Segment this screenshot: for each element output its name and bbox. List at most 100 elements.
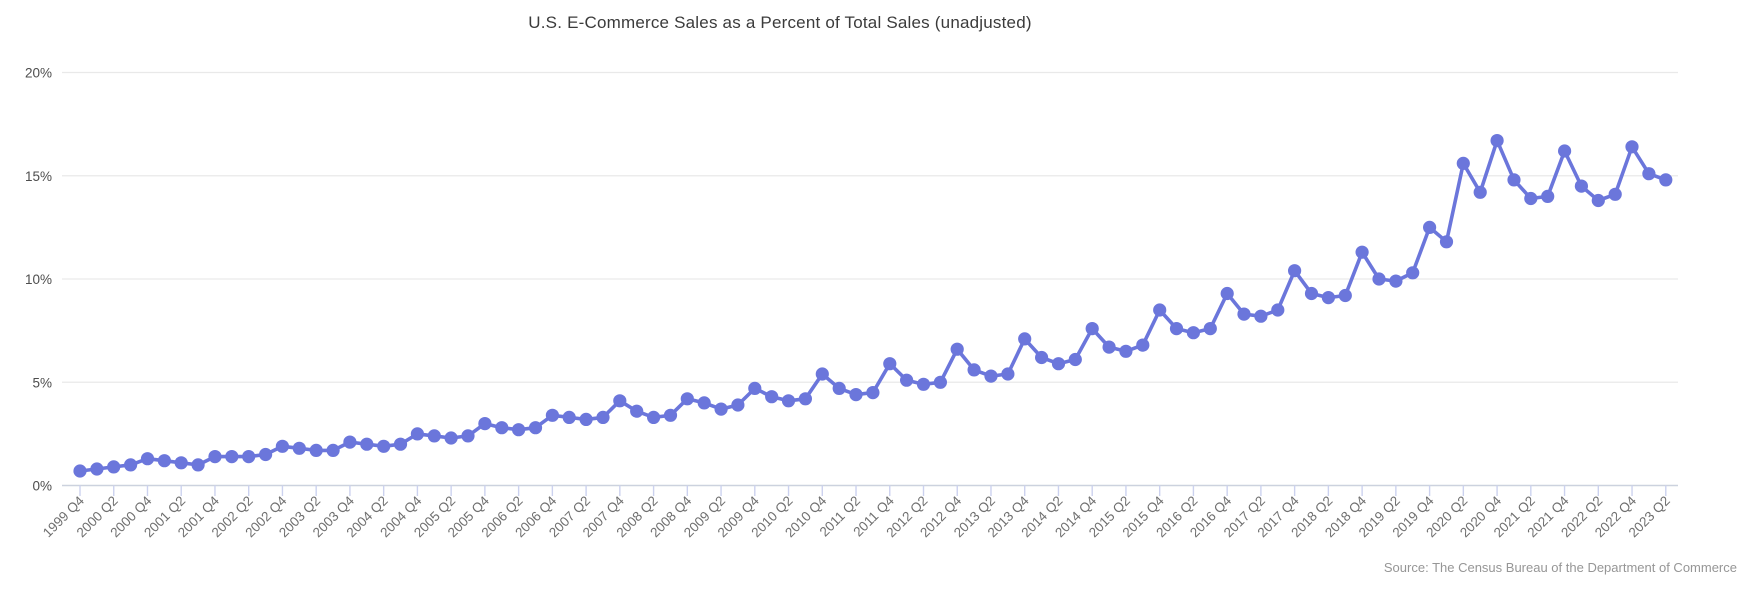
data-point[interactable]: [1288, 264, 1302, 278]
data-point[interactable]: [1439, 235, 1454, 249]
data-point[interactable]: [1338, 288, 1352, 303]
data-point[interactable]: [377, 439, 391, 453]
data-point[interactable]: [225, 450, 239, 464]
data-point[interactable]: [933, 375, 948, 389]
data-point[interactable]: [259, 447, 273, 462]
data-point[interactable]: [663, 408, 678, 422]
data-point[interactable]: [1473, 185, 1487, 199]
data-point[interactable]: [191, 458, 205, 472]
data-point[interactable]: [1203, 322, 1217, 336]
data-point[interactable]: [748, 381, 762, 395]
data-point[interactable]: [1254, 309, 1268, 323]
data-point[interactable]: [73, 464, 87, 478]
data-point[interactable]: [1372, 272, 1386, 286]
data-point[interactable]: [1524, 191, 1538, 206]
data-point[interactable]: [90, 462, 104, 476]
data-point[interactable]: [1068, 352, 1082, 367]
data-point[interactable]: [714, 402, 728, 416]
data-point[interactable]: [1186, 326, 1200, 340]
data-point[interactable]: [1558, 144, 1572, 158]
data-point[interactable]: [208, 450, 222, 464]
data-point[interactable]: [1507, 173, 1521, 187]
data-point[interactable]: [883, 357, 897, 371]
data-point[interactable]: [1608, 187, 1622, 201]
data-point[interactable]: [1085, 322, 1099, 336]
data-point[interactable]: [596, 410, 610, 424]
data-point[interactable]: [1406, 266, 1420, 280]
y-axis-label: 15%: [25, 169, 52, 184]
data-point[interactable]: [1389, 274, 1403, 288]
data-point[interactable]: [630, 404, 644, 418]
data-point[interactable]: [528, 421, 543, 435]
data-point[interactable]: [815, 367, 829, 381]
data-point[interactable]: [511, 423, 526, 437]
data-point[interactable]: [107, 460, 121, 474]
data-point[interactable]: [900, 373, 914, 387]
data-point[interactable]: [798, 392, 813, 406]
data-point[interactable]: [292, 441, 306, 455]
data-point[interactable]: [680, 392, 694, 406]
data-point[interactable]: [360, 437, 374, 451]
data-point[interactable]: [832, 381, 846, 395]
data-point[interactable]: [124, 458, 138, 472]
data-point[interactable]: [495, 421, 509, 435]
data-point[interactable]: [950, 342, 964, 356]
data-point[interactable]: [1136, 338, 1150, 352]
data-point[interactable]: [478, 417, 492, 431]
y-axis-label: 10%: [25, 272, 52, 287]
data-point[interactable]: [242, 450, 256, 464]
data-point[interactable]: [1169, 322, 1184, 336]
data-point[interactable]: [579, 412, 593, 426]
data-point[interactable]: [984, 369, 998, 383]
data-point[interactable]: [444, 431, 458, 445]
data-point[interactable]: [1456, 156, 1470, 170]
trend-line: [78, 138, 1668, 473]
data-point[interactable]: [1119, 344, 1133, 358]
data-point[interactable]: [1220, 286, 1234, 301]
data-point[interactable]: [1642, 167, 1656, 181]
data-point[interactable]: [461, 429, 475, 443]
data-point[interactable]: [1001, 367, 1015, 381]
data-point[interactable]: [545, 408, 560, 422]
data-point[interactable]: [731, 398, 745, 412]
data-point[interactable]: [174, 456, 188, 470]
data-point[interactable]: [562, 410, 576, 424]
data-point[interactable]: [309, 443, 323, 457]
data-point[interactable]: [1321, 291, 1335, 305]
data-point[interactable]: [1423, 220, 1437, 234]
data-point[interactable]: [1018, 332, 1032, 346]
data-point[interactable]: [697, 396, 711, 410]
data-point[interactable]: [781, 394, 796, 408]
data-point[interactable]: [157, 454, 171, 468]
data-point[interactable]: [343, 435, 357, 449]
data-point[interactable]: [647, 410, 661, 424]
data-point[interactable]: [1625, 140, 1639, 154]
y-axis-label: 0%: [32, 479, 52, 494]
data-point[interactable]: [1591, 193, 1605, 208]
y-axis-label: 20%: [25, 66, 52, 81]
data-point[interactable]: [1051, 357, 1066, 371]
data-point[interactable]: [393, 437, 408, 451]
data-point[interactable]: [427, 429, 441, 443]
data-point[interactable]: [410, 427, 424, 441]
data-point[interactable]: [1271, 303, 1285, 317]
data-point[interactable]: [140, 452, 155, 466]
data-point[interactable]: [1659, 173, 1673, 187]
data-point[interactable]: [1574, 179, 1588, 193]
data-point[interactable]: [1490, 134, 1504, 148]
data-point[interactable]: [866, 386, 880, 400]
data-point[interactable]: [1153, 303, 1167, 317]
data-point[interactable]: [916, 377, 931, 391]
data-point[interactable]: [1035, 350, 1049, 365]
data-point[interactable]: [765, 390, 779, 404]
data-point[interactable]: [613, 394, 627, 408]
data-point[interactable]: [1541, 189, 1555, 203]
data-point[interactable]: [1355, 245, 1369, 259]
data-point[interactable]: [967, 363, 981, 377]
data-point[interactable]: [1237, 307, 1251, 321]
data-point[interactable]: [849, 388, 863, 402]
data-point[interactable]: [1102, 340, 1116, 354]
data-point[interactable]: [275, 439, 289, 453]
data-point[interactable]: [326, 443, 340, 457]
data-point[interactable]: [1304, 286, 1319, 301]
